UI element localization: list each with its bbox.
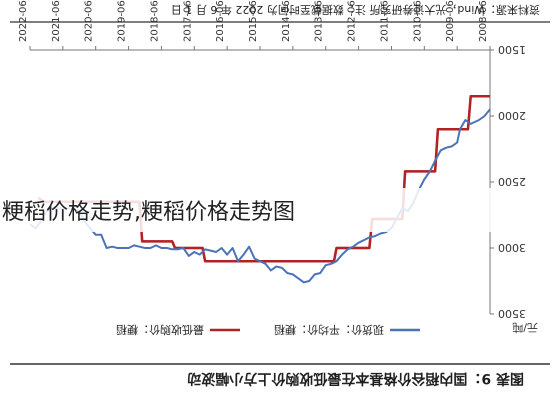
x-tick-label-2018-06: 2018-06 bbox=[149, 0, 160, 42]
legend-label-floor: 最低收购价：粳稻 bbox=[116, 323, 204, 337]
y-tick-label-1500: 1500 bbox=[498, 43, 526, 56]
x-tick-label-2009-06: 2009-06 bbox=[445, 0, 456, 42]
x-tick-label-2021-06: 2021-06 bbox=[51, 0, 62, 42]
legend-label-spot: 现货价：平均价：粳稻 bbox=[274, 323, 384, 337]
x-tick-label-2022-06: 2022-06 bbox=[18, 0, 29, 42]
y-tick-label-2500: 2500 bbox=[498, 175, 526, 188]
x-tick-label-2013-06: 2013-06 bbox=[314, 0, 325, 42]
series-line-floor bbox=[37, 94, 490, 263]
y-axis-unit: 元/吨 bbox=[512, 321, 538, 334]
x-tick-label-2020-06: 2020-06 bbox=[84, 0, 95, 42]
chart-title: 图表 9：国内稻谷价格基本在最低收购价上方小幅波动 bbox=[187, 370, 524, 387]
y-tick-label-3500: 3500 bbox=[498, 307, 526, 320]
x-tick-label-2010-06: 2010-06 bbox=[412, 0, 423, 42]
x-tick-label-2014-06: 2014-06 bbox=[281, 0, 292, 42]
y-tick-label-2000: 2000 bbox=[498, 109, 526, 122]
caption-overlay: 粳稻价格走势,粳稻价格走势图 bbox=[0, 188, 560, 232]
y-tick-label-3000: 3000 bbox=[498, 241, 526, 254]
series-line-floor-faded bbox=[37, 94, 490, 263]
x-tick-label-2016-06: 2016-06 bbox=[215, 0, 226, 42]
caption-text: 粳稻价格走势,粳稻价格走势图 bbox=[2, 200, 295, 225]
x-tick-label-2015-06: 2015-06 bbox=[248, 0, 259, 42]
x-tick-label-2012-06: 2012-06 bbox=[347, 0, 358, 42]
x-tick-label-2017-06: 2017-06 bbox=[182, 0, 193, 42]
source-note: 资料来源：Wind，光大证券研究所 注：数据截至时间为 2022 年 6 月 1… bbox=[171, 3, 540, 17]
x-tick-label-2019-06: 2019-06 bbox=[117, 0, 128, 42]
x-tick-label-2011-06: 2011-06 bbox=[379, 0, 390, 42]
x-tick-label-2008-06: 2008-06 bbox=[478, 0, 489, 42]
